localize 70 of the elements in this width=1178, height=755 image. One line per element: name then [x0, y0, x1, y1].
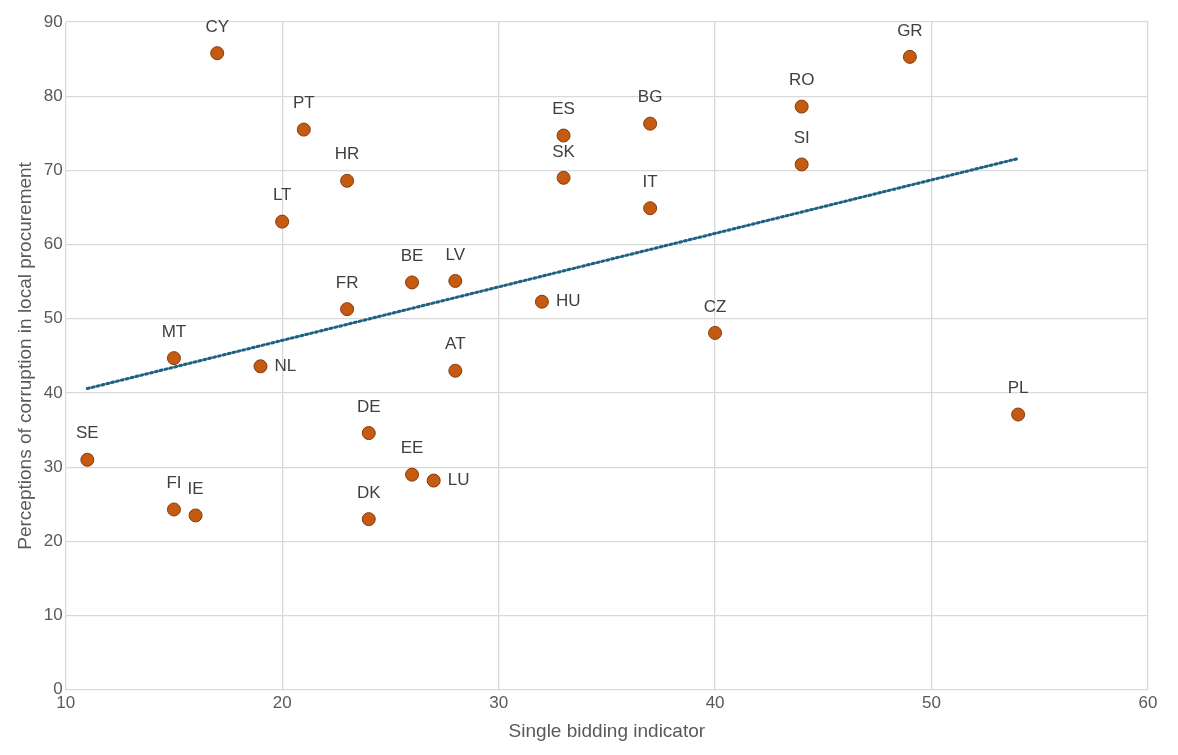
point [708, 325, 723, 340]
point [361, 512, 376, 527]
x-tick-label: 30 [489, 692, 509, 712]
point [643, 116, 658, 131]
annotation: AT [445, 334, 466, 354]
y-axis-title: Perceptions of corruption in local procurement [13, 161, 35, 550]
x-tick-label: 20 [272, 692, 292, 712]
point [340, 173, 355, 188]
point [902, 49, 917, 64]
point [405, 275, 420, 290]
annotation: RO [788, 70, 815, 90]
annotation: SI [793, 128, 810, 148]
annotation: IE [187, 479, 204, 499]
annotation: LT [272, 185, 292, 205]
annotation: LU [447, 470, 470, 490]
point [340, 302, 355, 317]
annotation: NL [274, 355, 297, 375]
annotation: CZ [703, 296, 727, 316]
point [556, 128, 571, 143]
annotation: BG [637, 87, 663, 107]
x-axis-title: Single bidding indicator [508, 719, 706, 741]
y-tick-label: 20 [43, 531, 63, 551]
point [296, 122, 311, 137]
annotation: EE [400, 438, 424, 458]
point [426, 473, 441, 488]
annotation: FI [166, 473, 182, 493]
point [188, 508, 203, 523]
y-tick-label: 70 [43, 160, 63, 180]
annotation: PL [1007, 378, 1029, 398]
point [794, 99, 809, 114]
point [210, 46, 225, 61]
y-tick-label: 90 [43, 11, 63, 31]
y-tick-label: 60 [43, 234, 63, 254]
annotation: DE [356, 396, 381, 416]
annotation: HR [334, 144, 360, 164]
point [361, 426, 376, 441]
annotation: GR [897, 20, 923, 40]
point [166, 502, 181, 517]
point [405, 467, 420, 482]
point [275, 214, 290, 229]
annotation: FR [335, 272, 359, 292]
y-tick-label: 10 [43, 605, 63, 625]
annotation: PT [292, 93, 315, 113]
x-tick-label: 40 [705, 692, 725, 712]
y-tick-label: 50 [43, 308, 63, 328]
point [556, 170, 571, 185]
annotation: LV [445, 244, 466, 264]
point [534, 294, 549, 309]
y-tick-label: 30 [43, 456, 63, 476]
annotation: ES [552, 99, 575, 119]
annotation: MT [161, 321, 187, 341]
point [166, 351, 181, 366]
y-tick-label: 40 [43, 382, 63, 402]
point [1011, 407, 1026, 422]
point [448, 273, 463, 288]
annotation: HU [555, 291, 581, 311]
annotation: BE [400, 246, 424, 266]
annotation: DK [356, 482, 382, 502]
y-tick-label: 80 [43, 85, 63, 105]
point [448, 363, 463, 378]
point [794, 157, 809, 172]
x-tick-label: 60 [1138, 692, 1158, 712]
annotation: SK [552, 141, 576, 161]
point [80, 452, 95, 467]
point [253, 359, 268, 374]
annotation: CY [205, 16, 230, 36]
annotation: IT [642, 171, 658, 191]
x-tick-label: 50 [922, 692, 941, 712]
point [643, 201, 658, 216]
annotation: SE [76, 423, 99, 443]
